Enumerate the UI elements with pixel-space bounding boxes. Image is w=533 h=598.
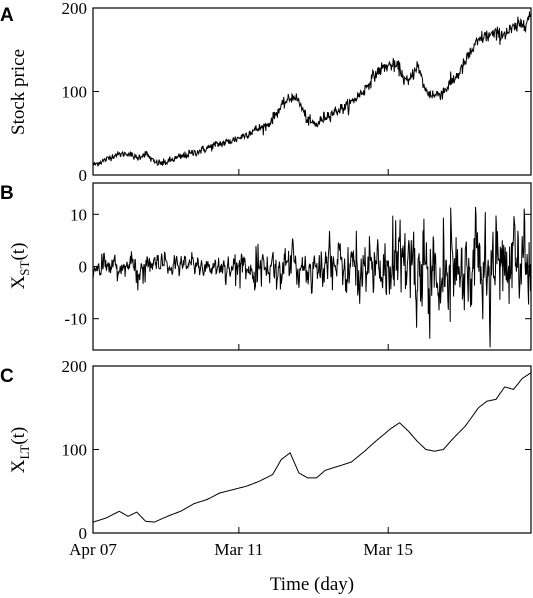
panel-c-ytick-label: 0	[79, 524, 88, 543]
panel-b-ylabel: XST(t)	[8, 243, 32, 290]
panel-a-ytick-label: 200	[62, 0, 88, 18]
panel-c-frame	[92, 365, 532, 534]
panel-c-xtick-label: Mar 15	[363, 540, 413, 559]
panel-b-letter: B	[0, 183, 14, 204]
panel-b-series-line	[92, 206, 532, 348]
panel-a-ytick-label: 0	[79, 166, 88, 185]
panel-a-letter: A	[0, 5, 14, 26]
panel-c-xtick-label: Apr 07	[69, 540, 117, 559]
panel-c-ytick-label: 100	[62, 441, 88, 460]
panel-a-frame	[92, 7, 532, 176]
panel-c-series-line	[92, 372, 532, 523]
panel-a-ylabel: Stock price	[8, 49, 29, 135]
panel-b-ytick-label: 0	[79, 258, 88, 277]
panel-b-ytick-label: -10	[64, 310, 87, 329]
panel-c-ytick-label: 200	[62, 357, 88, 376]
panel-c-xtick-label: Mar 11	[214, 540, 263, 559]
x-axis-label: Time (day)	[270, 574, 354, 595]
panel-a-ytick-label: 100	[62, 83, 88, 102]
panel-c-ylabel: XLT(t)	[8, 427, 32, 473]
panel-b-ytick-label: 10	[70, 205, 87, 224]
panel-c-letter: C	[0, 366, 14, 387]
panel-a-series-line	[92, 11, 532, 167]
series-lines	[92, 11, 532, 523]
